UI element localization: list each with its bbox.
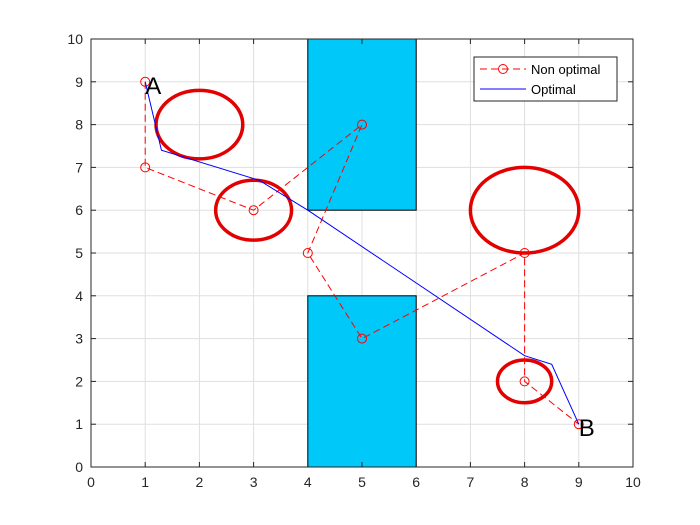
y-tick-label: 8	[75, 117, 83, 133]
data-point-marker	[519, 376, 530, 387]
obstacle-rect-1	[307, 295, 417, 468]
series-lines	[140, 76, 584, 430]
y-tick-label: 3	[75, 331, 83, 347]
x-tick-label: 6	[412, 474, 420, 490]
obstacle-circle-1	[213, 178, 294, 242]
x-tick-label: 8	[521, 474, 529, 490]
obstacle-rectangles	[307, 38, 417, 468]
y-tick-label: 6	[75, 202, 83, 218]
point-annotations: AB	[145, 73, 595, 442]
data-point-marker	[573, 419, 584, 430]
legend-marker-0	[498, 64, 508, 74]
series-line-optimal	[144, 81, 580, 425]
legend-label-0: Non optimal	[531, 62, 600, 77]
x-tick-label: 2	[196, 474, 204, 490]
legend: Non optimal Optimal	[473, 56, 618, 102]
obstacle-rect-0	[307, 38, 417, 211]
legend-label-1: Optimal	[531, 82, 576, 97]
x-tick-label: 4	[304, 474, 312, 490]
x-tick-label: 1	[141, 474, 149, 490]
x-tick-label: 9	[575, 474, 583, 490]
data-point-marker	[302, 248, 313, 258]
y-tick-label: 7	[75, 159, 83, 175]
obstacle-circle-0	[154, 88, 245, 161]
data-point-marker	[357, 333, 367, 344]
point-label-A: A	[145, 73, 161, 100]
point-label-B: B	[579, 415, 595, 442]
data-point-marker	[140, 162, 151, 173]
legend-box	[473, 56, 618, 102]
data-point-marker	[140, 76, 151, 87]
x-tick-label: 3	[250, 474, 258, 490]
x-tick-label: 0	[87, 474, 95, 490]
y-tick-label: 4	[75, 288, 83, 304]
tick-labels: 0 1 2 3 4 5 6 7 8 9 10 0 1 2 3 4 5 6 7 8 9 10	[67, 31, 641, 490]
axes-box	[90, 38, 634, 468]
data-point-marker	[248, 205, 259, 216]
data-point-marker	[519, 248, 530, 258]
y-tick-label: 2	[75, 373, 83, 389]
x-tick-label: 5	[358, 474, 366, 490]
data-point-marker	[357, 119, 367, 130]
x-tick-label: 7	[467, 474, 475, 490]
y-tick-label: 0	[75, 459, 83, 475]
y-tick-label: 5	[75, 245, 83, 261]
x-tick-label: 10	[625, 474, 641, 490]
y-tick-label: 9	[75, 74, 83, 90]
y-tick-label: 1	[75, 416, 83, 432]
y-tick-label: 10	[67, 31, 83, 47]
series-line-non-optimal	[144, 81, 580, 425]
